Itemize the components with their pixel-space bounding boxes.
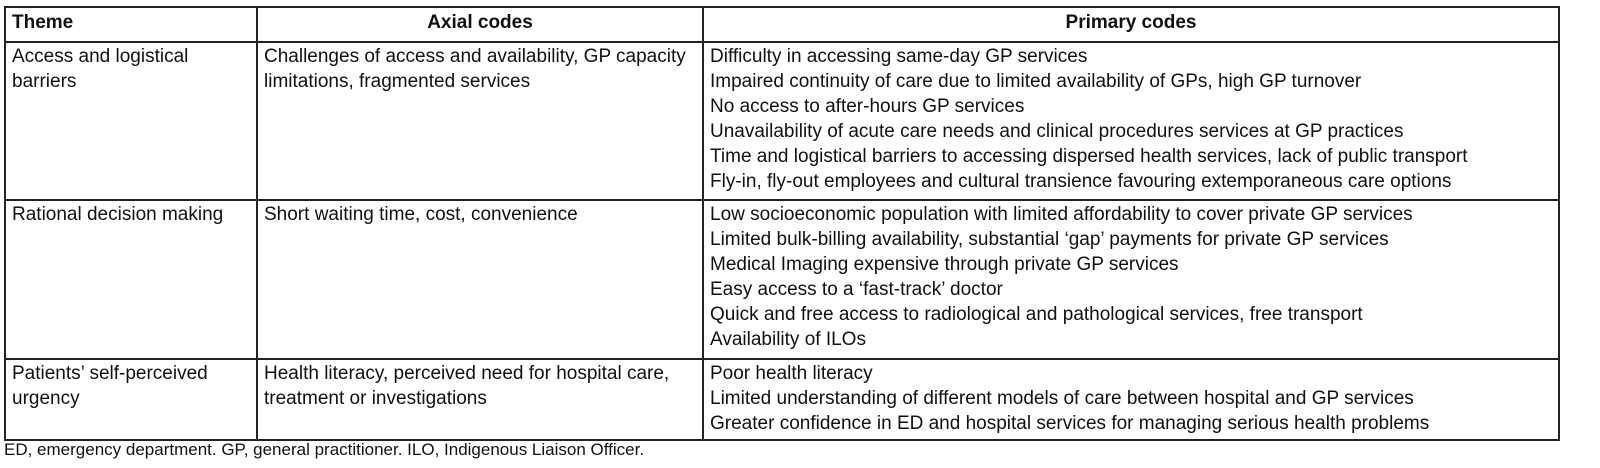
primary-code: Low socioeconomic population with limite… — [710, 204, 1413, 225]
primary-code: Limited understanding of different model… — [710, 388, 1414, 409]
primary-code: Availability of ILOs — [710, 329, 866, 350]
primary-code: Medical Imaging expensive through privat… — [710, 254, 1179, 275]
primary-code: Limited bulk-billing availability, subst… — [710, 229, 1389, 250]
primary-code: Quick and free access to radiological an… — [710, 304, 1363, 325]
table-row: Access and logistical barriers Challenge… — [4, 41, 1560, 201]
table-row: Patients’ self-perceived urgency Health … — [4, 358, 1560, 441]
primary-code: Impaired continuity of care due to limit… — [710, 71, 1362, 92]
footnote: ED, emergency department. GP, general pr… — [4, 440, 645, 459]
primary-code: Poor health literacy — [710, 363, 873, 384]
header-theme: Theme — [4, 6, 258, 43]
primary-cell: Difficulty in accessing same-day GP serv… — [702, 41, 1560, 201]
axial-cell: Challenges of access and availability, G… — [256, 41, 704, 201]
primary-code: Unavailability of acute care needs and c… — [710, 121, 1404, 142]
header-primary-codes: Primary codes — [702, 6, 1560, 43]
primary-code: Difficulty in accessing same-day GP serv… — [710, 46, 1088, 67]
primary-code: Fly-in, fly-out employees and cultural t… — [710, 171, 1452, 192]
primary-code: Time and logistical barriers to accessin… — [710, 146, 1468, 167]
primary-cell: Poor health literacy Limited understandi… — [702, 358, 1560, 441]
primary-cell: Low socioeconomic population with limite… — [702, 199, 1560, 360]
theme-cell: Rational decision making — [4, 199, 258, 360]
axial-cell: Short waiting time, cost, convenience — [256, 199, 704, 360]
axial-cell: Health literacy, perceived need for hosp… — [256, 358, 704, 441]
primary-code: Greater confidence in ED and hospital se… — [710, 413, 1430, 434]
theme-cell: Patients’ self-perceived urgency — [4, 358, 258, 441]
themes-table: Theme Axial codes Primary codes Access a… — [4, 6, 1560, 441]
primary-code: No access to after-hours GP services — [710, 96, 1025, 117]
theme-cell: Access and logistical barriers — [4, 41, 258, 201]
primary-code: Easy access to a ‘fast-track’ doctor — [710, 279, 1003, 300]
header-axial-codes: Axial codes — [256, 6, 704, 43]
header-row: Theme Axial codes Primary codes — [4, 6, 1560, 43]
table-row: Rational decision making Short waiting t… — [4, 199, 1560, 360]
